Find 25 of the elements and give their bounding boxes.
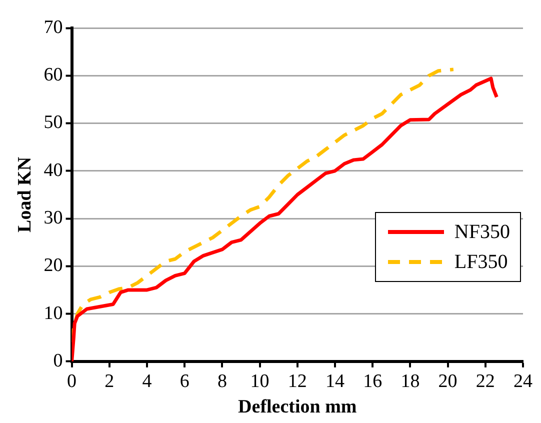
y-tick-label: 30 [44,208,63,228]
x-tick-label: 18 [400,370,420,392]
y-tick-label: 0 [53,350,63,372]
y-tick-label: 50 [44,112,63,134]
legend-label: LF350 [454,250,508,274]
x-tick-label: 0 [67,370,77,392]
x-tick-label: 8 [217,370,227,392]
x-tick-label: 10 [250,370,270,392]
x-axis-title: Deflection mm [238,396,357,418]
x-tick-label: 22 [476,370,495,392]
y-tick-label: 70 [44,16,63,38]
x-tick-label: 20 [438,370,458,392]
y-tick-label: 60 [44,64,63,86]
x-tick-label: 4 [142,370,152,392]
y-axis-title: Load KN [14,156,36,232]
y-tick-label: 10 [44,302,63,324]
x-tick-label: 24 [514,370,533,392]
x-tick-label: 12 [288,370,307,392]
x-tick-label: 16 [363,370,382,392]
x-tick-label: 2 [104,370,114,392]
y-tick-label: 40 [44,160,63,181]
y-tick-label: 20 [44,255,63,276]
legend-label: NF350 [454,220,510,244]
x-tick-label: 14 [326,370,345,392]
x-tick-label: 6 [180,370,190,392]
